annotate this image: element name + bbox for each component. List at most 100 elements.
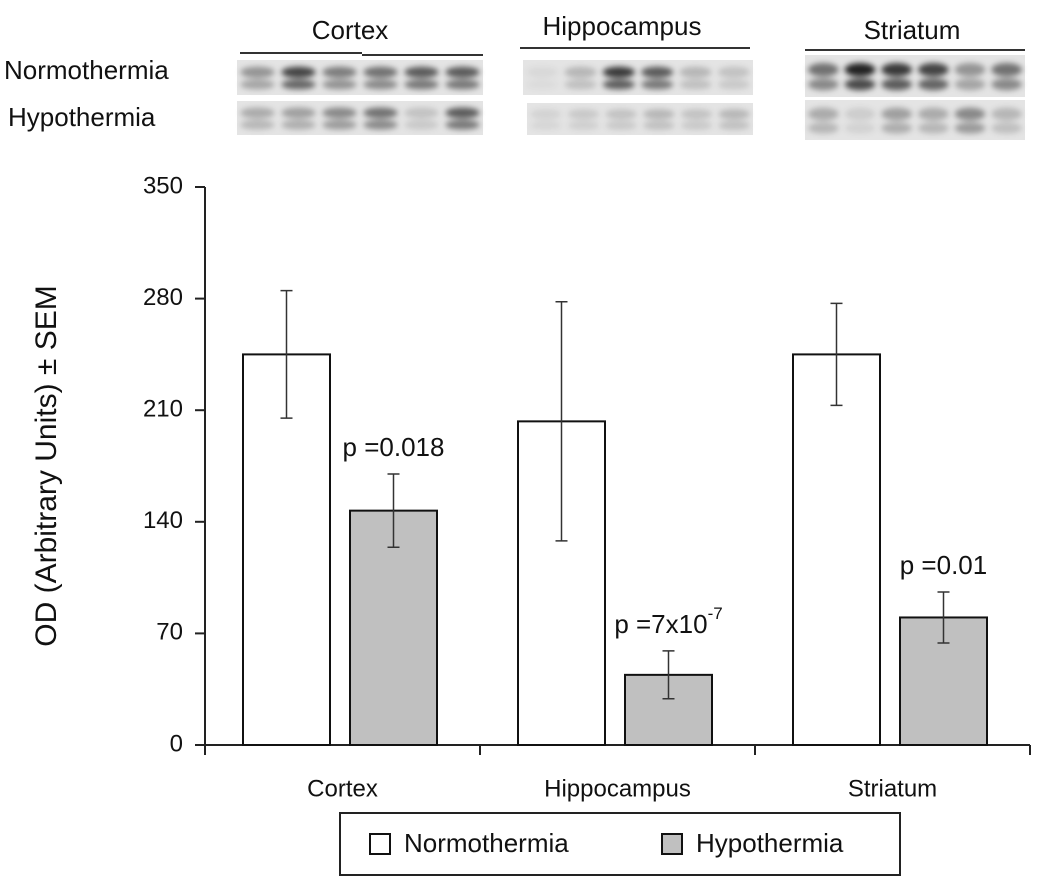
- blot-strip: [523, 60, 753, 95]
- blot-band: [281, 120, 316, 130]
- y-tick-label: 140: [143, 507, 183, 534]
- blot-band: [363, 120, 398, 130]
- blot-bands: [526, 66, 750, 90]
- blot-band: [881, 122, 913, 134]
- blot-band: [404, 79, 439, 90]
- blot-band: [718, 109, 750, 120]
- blot-band: [363, 107, 398, 119]
- blot-band: [641, 79, 674, 90]
- blot-band: [641, 66, 674, 78]
- annotation: p =7x10-7: [614, 604, 722, 638]
- blot-band: [954, 122, 986, 134]
- blot-band: [445, 120, 480, 130]
- error-bar: [280, 289, 293, 419]
- blot-band: [322, 66, 357, 78]
- blot-band: [718, 120, 750, 130]
- blot-band: [564, 79, 597, 90]
- y-tick-label: 350: [143, 172, 183, 199]
- blot-bands: [807, 62, 1023, 91]
- blot-band: [240, 79, 275, 90]
- error-bar: [662, 650, 675, 700]
- blot-strip: [237, 101, 483, 135]
- blot-band: [322, 79, 357, 90]
- x-tick-label: Striatum: [848, 775, 937, 802]
- blot-band: [363, 79, 398, 90]
- y-tick-label: 280: [143, 284, 183, 311]
- blot-band: [240, 120, 275, 130]
- blot-band: [679, 66, 712, 78]
- blot-band: [643, 109, 675, 120]
- blot-band: [445, 66, 480, 78]
- blot-band: [954, 78, 986, 91]
- blot-band: [917, 62, 949, 77]
- blot-band: [567, 120, 600, 130]
- blot-band: [881, 78, 913, 91]
- error-bar: [387, 473, 400, 549]
- legend-box: [339, 812, 901, 876]
- blot-band: [680, 109, 713, 120]
- blot-bands: [807, 107, 1023, 134]
- annotation-text: p =7x10: [614, 609, 707, 639]
- blot-band: [526, 66, 559, 78]
- blot-band: [991, 62, 1023, 77]
- blot-region-label: Cortex: [312, 15, 389, 45]
- blot-band: [602, 66, 635, 78]
- annotation: p =0.018: [343, 432, 445, 462]
- blot-band: [807, 122, 839, 134]
- blot-band: [567, 109, 600, 120]
- blot-band: [954, 107, 986, 121]
- blot-band: [404, 66, 439, 78]
- error-bar: [830, 302, 843, 407]
- x-tick-label: Cortex: [307, 775, 378, 802]
- blot-band: [564, 66, 597, 78]
- annotation-text: p =0.018: [343, 432, 445, 462]
- blot-band: [530, 109, 562, 120]
- y-axis-label: OD (Arbitrary Units) ± SEM: [30, 285, 63, 647]
- legend-label: Hypothermia: [696, 828, 844, 858]
- blot-bands: [240, 107, 480, 130]
- blot-band: [643, 120, 675, 130]
- blot-band: [844, 78, 876, 91]
- y-tick-label: 70: [156, 619, 183, 646]
- blot-band: [404, 107, 439, 119]
- blot-region-label: Hippocampus: [543, 11, 702, 41]
- error-bar: [555, 301, 568, 542]
- blot-band: [717, 66, 750, 78]
- blot-band: [363, 66, 398, 78]
- annotation-superscript: -7: [708, 604, 723, 623]
- blot-row-label: Hypothermia: [8, 102, 156, 132]
- y-tick-label: 0: [170, 730, 183, 757]
- blot-band: [917, 78, 949, 91]
- blot-band: [844, 122, 876, 134]
- blot-band: [991, 122, 1023, 134]
- legend-swatch: [369, 833, 391, 855]
- blot-strip: [237, 60, 483, 95]
- blot-band: [322, 120, 357, 130]
- legend-swatch: [661, 833, 683, 855]
- blot-band: [881, 62, 913, 77]
- blot-strip: [527, 103, 753, 135]
- blot-band: [281, 107, 316, 119]
- blot-band: [991, 107, 1023, 121]
- blot-region-label: Striatum: [864, 15, 961, 45]
- blot-band: [807, 62, 839, 77]
- bar: [792, 353, 881, 746]
- annotation-text: p =0.01: [900, 550, 987, 580]
- blot-band: [881, 107, 913, 121]
- western-blots: [237, 47, 1025, 140]
- blot-band: [526, 79, 559, 90]
- blot-band: [844, 107, 876, 121]
- blot-band: [717, 79, 750, 90]
- blot-band: [679, 79, 712, 90]
- blot-band: [954, 62, 986, 77]
- blot-band: [917, 107, 949, 121]
- blot-band: [602, 79, 635, 90]
- error-bar: [937, 591, 950, 644]
- y-tick-label: 210: [143, 396, 183, 423]
- blot-band: [445, 107, 480, 119]
- legend-label: Normothermia: [404, 828, 569, 858]
- blot-band: [605, 109, 637, 120]
- blot-band: [844, 62, 876, 77]
